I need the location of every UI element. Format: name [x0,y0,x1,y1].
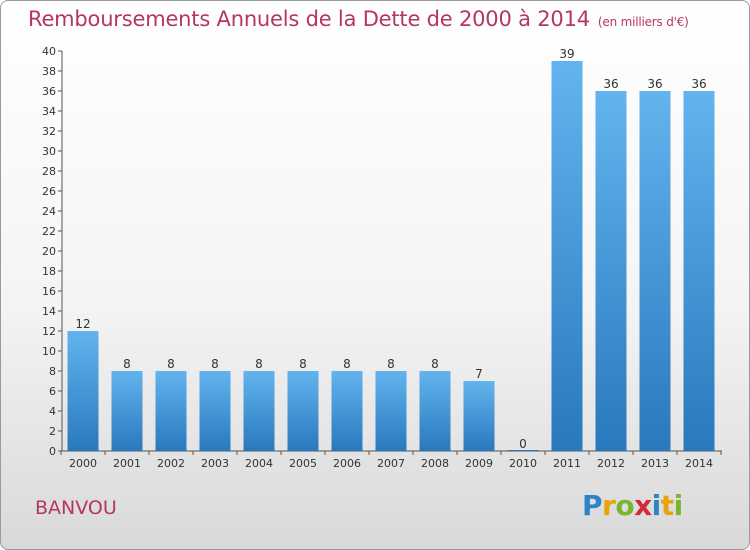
logo-letter: r [602,489,616,522]
x-tick-label: 2004 [245,457,273,470]
logo-letter: i [651,489,662,522]
x-tick-label: 2000 [69,457,97,470]
bar [287,371,319,451]
y-tick-label: 32 [42,125,56,138]
y-tick-label: 0 [49,445,56,458]
bar [331,371,363,451]
x-tick-label: 2003 [201,457,229,470]
bar-value-label: 8 [431,357,439,371]
x-tick-label: 2005 [289,457,317,470]
proxiti-logo: Proxiti [582,489,683,522]
bar [507,450,539,451]
y-tick-label: 10 [42,345,56,358]
x-tick-label: 2012 [597,457,625,470]
y-tick-label: 6 [49,385,56,398]
bar-value-label: 8 [255,357,263,371]
y-tick-label: 36 [42,85,56,98]
bar [375,371,407,451]
commune-name: BANVOU [35,497,117,519]
y-tick-label: 28 [42,165,56,178]
bar-value-label: 39 [559,47,574,61]
y-tick-label: 12 [42,325,56,338]
logo-letter: i [673,489,684,522]
y-tick-label: 4 [49,405,56,418]
y-tick-label: 40 [42,45,56,58]
y-tick-label: 18 [42,265,56,278]
bar [639,91,671,451]
x-tick-label: 2006 [333,457,361,470]
x-tick-label: 2014 [685,457,713,470]
chart-subtitle: (en milliers d'€) [597,15,689,29]
bar-value-label: 36 [647,77,662,91]
x-tick-label: 2013 [641,457,669,470]
bar [243,371,275,451]
bar-value-label: 8 [211,357,219,371]
x-tick-label: 2010 [509,457,537,470]
bar-value-label: 36 [691,77,706,91]
y-tick-label: 30 [42,145,56,158]
bar [683,91,715,451]
x-tick-label: 2011 [553,457,581,470]
bar-value-label: 8 [299,357,307,371]
x-tick-label: 2007 [377,457,405,470]
bar [419,371,451,451]
y-tick-label: 26 [42,185,56,198]
chart-title: Remboursements Annuels de la Dette de 20… [28,7,689,31]
bar [67,331,99,451]
bar-value-label: 0 [519,437,527,451]
y-tick-label: 16 [42,285,56,298]
x-tick-label: 2002 [157,457,185,470]
x-tick-label: 2008 [421,457,449,470]
bar-value-label: 12 [75,317,90,331]
bar [463,381,495,451]
bar [551,61,583,451]
bar-value-label: 8 [123,357,131,371]
bar [595,91,627,451]
y-tick-label: 8 [49,365,56,378]
bar-value-label: 7 [475,367,483,381]
bar-value-label: 8 [387,357,395,371]
bar-value-label: 36 [603,77,618,91]
x-tick-label: 2009 [465,457,493,470]
logo-letter: o [615,489,635,522]
y-tick-label: 38 [42,65,56,78]
logo-letter: t [660,489,674,522]
x-tick-label: 2001 [113,457,141,470]
y-tick-label: 14 [42,305,56,318]
y-tick-label: 34 [42,105,56,118]
bar [111,371,143,451]
logo-letter: x [634,489,652,522]
y-tick-label: 24 [42,205,56,218]
bar-value-label: 8 [167,357,175,371]
bar [199,371,231,451]
bar-value-label: 8 [343,357,351,371]
y-tick-label: 2 [49,425,56,438]
title-text: Remboursements Annuels de la Dette de 20… [28,7,590,31]
y-tick-label: 20 [42,245,56,258]
y-tick-label: 22 [42,225,56,238]
bar [155,371,187,451]
logo-letter: P [582,489,603,522]
